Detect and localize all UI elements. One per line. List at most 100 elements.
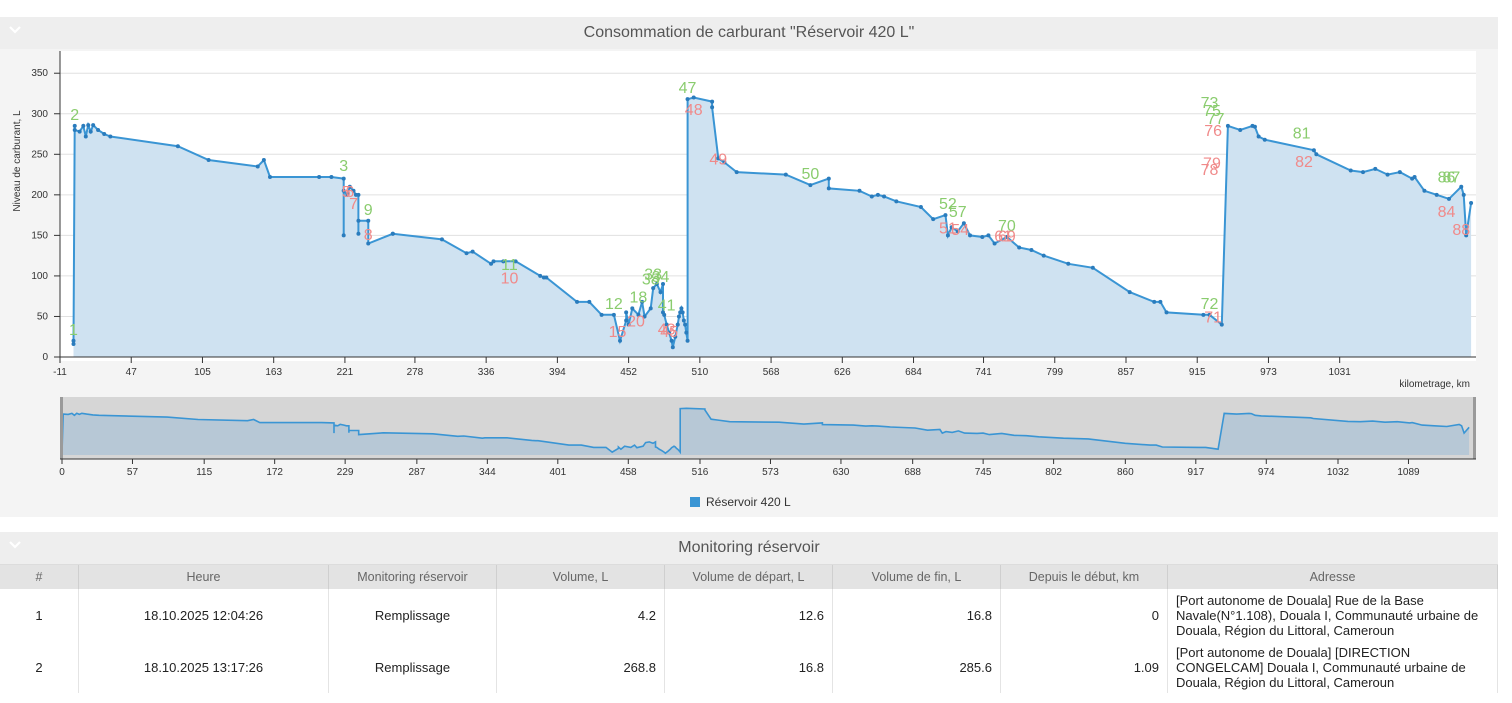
data-point[interactable] [439,237,444,242]
data-point[interactable] [783,172,788,177]
data-point[interactable] [470,249,475,254]
event-marker-drain[interactable]: 45 [660,324,678,341]
data-point[interactable] [1158,299,1163,304]
event-marker-fill[interactable]: 86 [1438,169,1456,186]
data-point[interactable] [685,338,690,343]
data-point[interactable] [722,160,727,165]
data-point[interactable] [667,330,672,335]
data-point[interactable] [88,129,93,134]
navigator-left-handle[interactable] [60,397,63,459]
data-point[interactable] [1373,166,1378,171]
data-point[interactable] [464,251,469,256]
col-header-distance[interactable]: Depuis le début, km [1000,565,1168,589]
data-point[interactable] [1262,137,1267,142]
event-marker-fill[interactable]: 81 [1293,126,1311,143]
data-point[interactable] [1225,123,1230,128]
data-point[interactable] [918,205,923,209]
event-marker-drain[interactable]: 15 [609,324,627,341]
data-point[interactable] [734,170,739,175]
data-point[interactable] [636,312,641,317]
data-point[interactable] [1201,312,1206,317]
event-marker-drain[interactable]: 7 [349,196,358,213]
data-point[interactable] [986,233,991,238]
data-point[interactable] [390,231,395,236]
data-point[interactable] [1385,172,1390,177]
event-marker-drain[interactable]: 20 [627,314,645,331]
col-header-volume[interactable]: Volume, L [496,565,665,589]
col-header-end-volume[interactable]: Volume de fin, L [832,565,1001,589]
data-point[interactable] [102,132,107,137]
data-point[interactable] [1459,184,1464,189]
data-point[interactable] [1422,188,1427,193]
data-point[interactable] [72,127,77,132]
event-marker-fill[interactable]: 2 [70,107,79,124]
data-point[interactable] [648,306,653,311]
data-point[interactable] [968,233,973,238]
data-point[interactable] [599,312,604,317]
data-point[interactable] [1461,192,1466,197]
data-point[interactable] [587,299,592,304]
data-point[interactable] [683,322,688,327]
data-point[interactable] [669,338,674,343]
event-marker-fill[interactable]: 38 [642,272,660,289]
col-header-monitoring[interactable]: Monitoring réservoir [328,565,497,589]
event-marker-fill[interactable]: 33 [644,267,662,284]
data-point[interactable] [329,175,334,179]
data-point[interactable] [1252,124,1257,129]
data-point[interactable] [1017,245,1022,250]
data-point[interactable] [71,338,76,343]
data-point[interactable] [980,235,985,239]
data-point[interactable] [681,318,686,323]
data-point[interactable] [716,156,721,161]
event-marker-drain[interactable]: 79 [1203,155,1221,172]
data-point[interactable] [366,241,371,246]
data-point[interactable] [347,184,352,189]
data-point[interactable] [91,123,96,128]
event-marker-fill[interactable]: 87 [1443,169,1461,186]
data-point[interactable] [1434,192,1439,197]
event-marker-fill[interactable]: 18 [630,289,648,306]
data-point[interactable] [662,312,667,317]
col-header-start-volume[interactable]: Volume de départ, L [664,565,833,589]
data-point[interactable] [86,123,91,128]
data-point[interactable] [356,192,361,197]
data-point[interactable] [1066,261,1071,266]
event-marker-drain[interactable]: 71 [1204,309,1222,326]
table-row[interactable]: 1 18.10.2025 12:04:26 Remplissage 4.2 12… [0,589,1498,641]
event-marker-fill[interactable]: 57 [949,204,967,221]
event-marker-drain[interactable]: 88 [1452,222,1470,239]
data-point[interactable] [1464,233,1469,238]
event-marker-drain[interactable]: 48 [685,102,703,119]
event-marker-drain[interactable]: 43 [658,322,676,339]
event-marker-drain[interactable]: 78 [1201,162,1219,179]
event-marker-fill[interactable]: 9 [364,202,373,219]
data-point[interactable] [826,186,831,191]
data-point[interactable] [624,310,629,315]
data-point[interactable] [808,183,813,188]
col-header-num[interactable]: # [0,565,79,589]
data-point[interactable] [630,306,635,311]
event-marker-drain[interactable]: 5 [342,184,351,201]
data-point[interactable] [945,233,950,238]
data-point[interactable] [961,221,966,226]
data-point[interactable] [691,95,696,100]
event-marker-drain[interactable]: 51 [939,220,957,237]
data-point[interactable] [77,129,82,134]
event-marker-fill[interactable]: 3 [339,158,348,175]
data-point[interactable] [931,217,936,222]
data-point[interactable] [1412,175,1417,179]
event-marker-fill[interactable]: 1 [69,322,78,339]
data-point[interactable] [640,299,645,304]
data-point[interactable] [611,312,616,317]
col-header-time[interactable]: Heure [78,565,329,589]
data-point[interactable] [341,233,346,238]
data-point[interactable] [626,322,631,327]
data-point[interactable] [685,97,690,102]
navigator-right-handle[interactable] [1473,397,1476,459]
data-point[interactable] [680,310,685,315]
data-point[interactable] [679,306,684,311]
data-point[interactable] [1446,196,1451,201]
data-point[interactable] [826,176,831,181]
data-point[interactable] [575,299,580,304]
data-point[interactable] [1311,148,1316,153]
